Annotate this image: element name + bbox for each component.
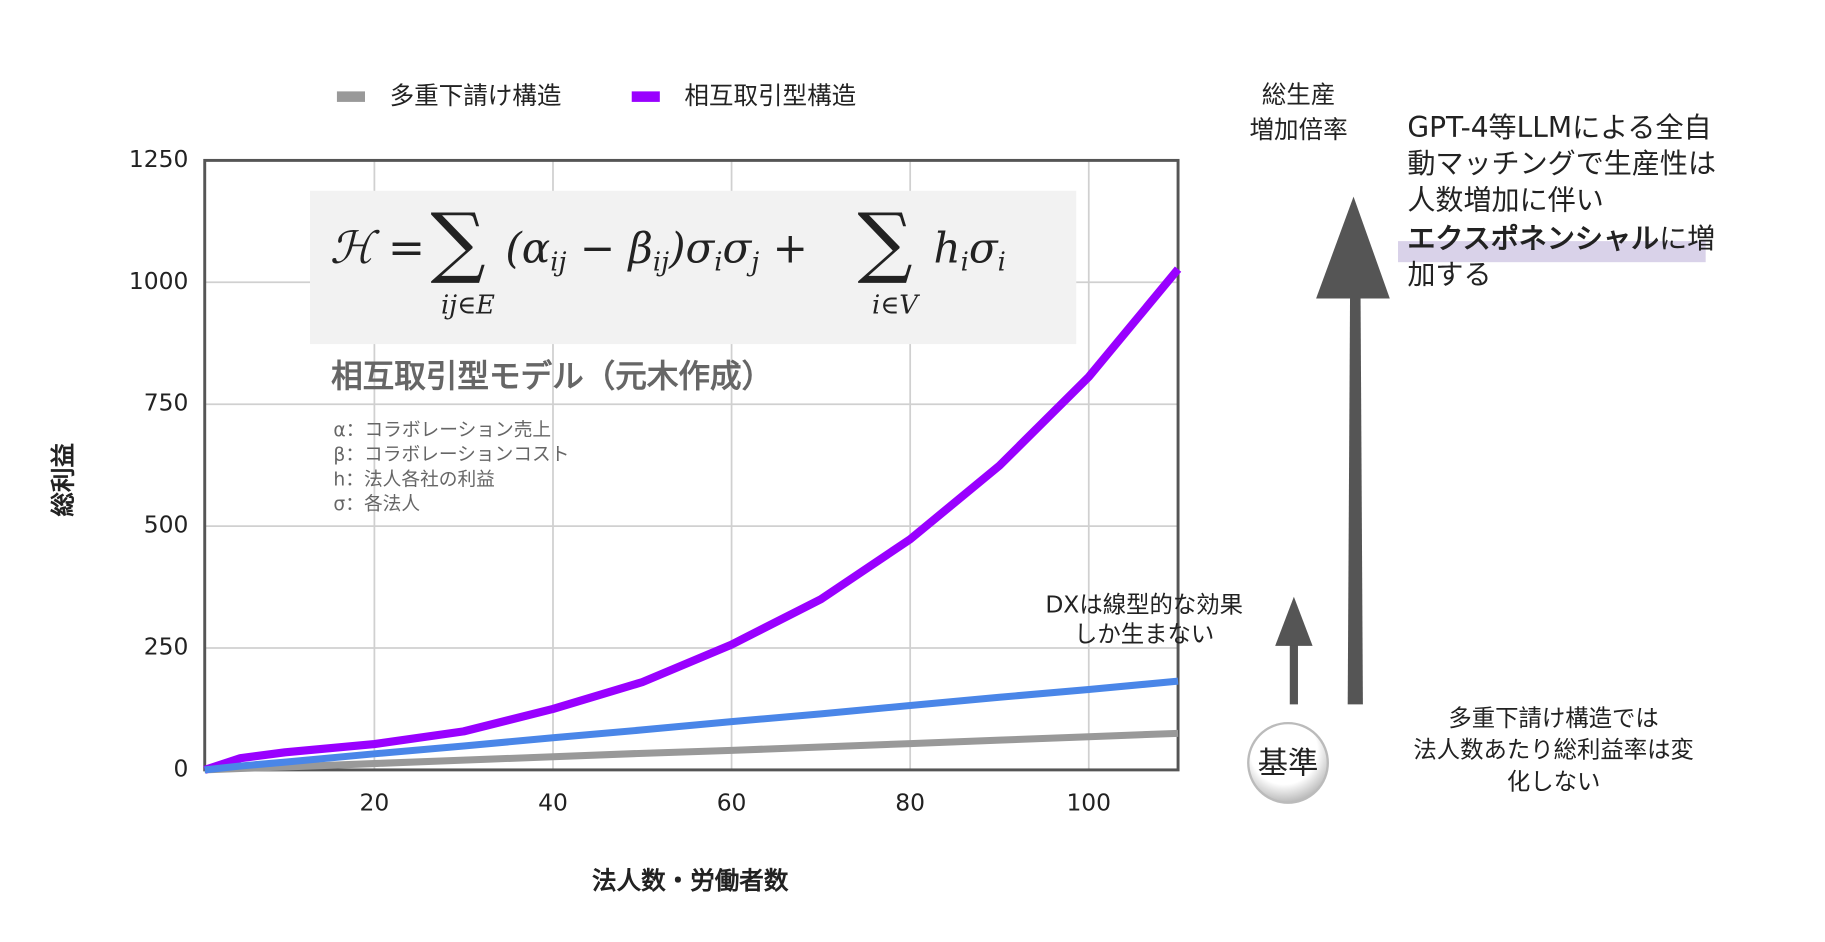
x-tick-label: 40	[538, 788, 568, 816]
gpt-note: 加する	[1407, 258, 1491, 291]
x-tick-label: 80	[895, 788, 925, 816]
legend-swatch	[336, 91, 365, 102]
formula-part: (α	[505, 224, 550, 273]
x-tick-label: 100	[1066, 788, 1111, 816]
dx-note: しか生まない	[1074, 620, 1214, 648]
y-tick-label: 250	[144, 633, 189, 661]
model-note: σ：各法人	[333, 494, 420, 515]
base-label: 基準	[1258, 747, 1319, 782]
formula-part: ij	[653, 247, 669, 277]
growth-label: 増加倍率	[1249, 115, 1347, 144]
gpt-note-bold: エクスポネンシャル	[1407, 222, 1659, 255]
formula-box	[310, 190, 1077, 345]
formula-sum: ∑	[431, 197, 486, 287]
model-note: β：コラボレーションコスト	[333, 445, 569, 466]
base-circle	[1247, 721, 1329, 804]
y-tick-label: 0	[173, 754, 188, 782]
formula-sum-under: ij∈E	[441, 291, 495, 321]
gpt-note-rest: に増	[1659, 222, 1715, 255]
y-tick-label: 1250	[129, 145, 189, 173]
formula-part: i	[714, 247, 722, 277]
y-tick-label: 500	[144, 511, 189, 539]
formula-part: i	[961, 247, 969, 277]
gpt-note: 人数増加に伴い	[1407, 183, 1603, 216]
formula-part: σ	[722, 224, 752, 273]
x-axis-title: 法人数・労働者数	[592, 866, 789, 895]
y-axis-title: 総利益	[48, 443, 77, 518]
model-note: α：コラボレーション売上	[333, 420, 551, 441]
x-tick-label: 20	[360, 788, 390, 816]
base-note: 化しない	[1507, 767, 1601, 795]
dx-note: DXは線型的な効果	[1045, 591, 1243, 619]
plot-frame	[203, 158, 1180, 772]
formula-part: )σ	[668, 224, 715, 273]
base-note: 法人数あたり総利益率は変	[1413, 736, 1694, 764]
formula-part: σ	[969, 224, 999, 273]
arrow	[1347, 297, 1363, 705]
formula-lhs: ℋ =	[330, 223, 425, 274]
formula-part: i	[998, 247, 1006, 277]
series-line	[204, 729, 1179, 774]
formula-sum: ∑	[858, 197, 913, 287]
legend-label: 多重下請け構造	[390, 81, 562, 110]
legend-swatch	[631, 91, 660, 102]
arrow-head	[1316, 196, 1390, 299]
formula-part: +	[759, 224, 808, 273]
gpt-note: 動マッチングで生産性は	[1407, 147, 1716, 180]
gpt-note: GPT-4等LLMによる全自	[1407, 111, 1711, 144]
x-tick-label: 60	[717, 788, 747, 816]
y-tick-label: 1000	[129, 267, 189, 295]
legend-label: 相互取引型構造	[684, 81, 856, 110]
formula-sum-under: i∈V	[872, 291, 920, 321]
base-note: 多重下請け構造では	[1448, 704, 1658, 732]
gpt-note: エクスポネンシャルに増	[1407, 222, 1715, 255]
formula-part: h	[934, 224, 961, 273]
series-line	[203, 266, 1182, 774]
highlight	[1397, 241, 1706, 263]
model-note: h：法人各社の利益	[333, 469, 494, 490]
arrow-head	[1275, 596, 1313, 646]
formula-part: ij	[550, 247, 566, 277]
formula-term: hiσi	[934, 224, 1006, 278]
formula-part: − β	[566, 224, 652, 273]
series-line	[204, 677, 1179, 774]
growth-label: 総生産	[1262, 80, 1336, 109]
y-tick-label: 750	[144, 389, 189, 417]
formula-term: (αij − βij)σiσj +	[505, 224, 808, 278]
model-title: 相互取引型モデル（元木作成）	[331, 358, 773, 395]
